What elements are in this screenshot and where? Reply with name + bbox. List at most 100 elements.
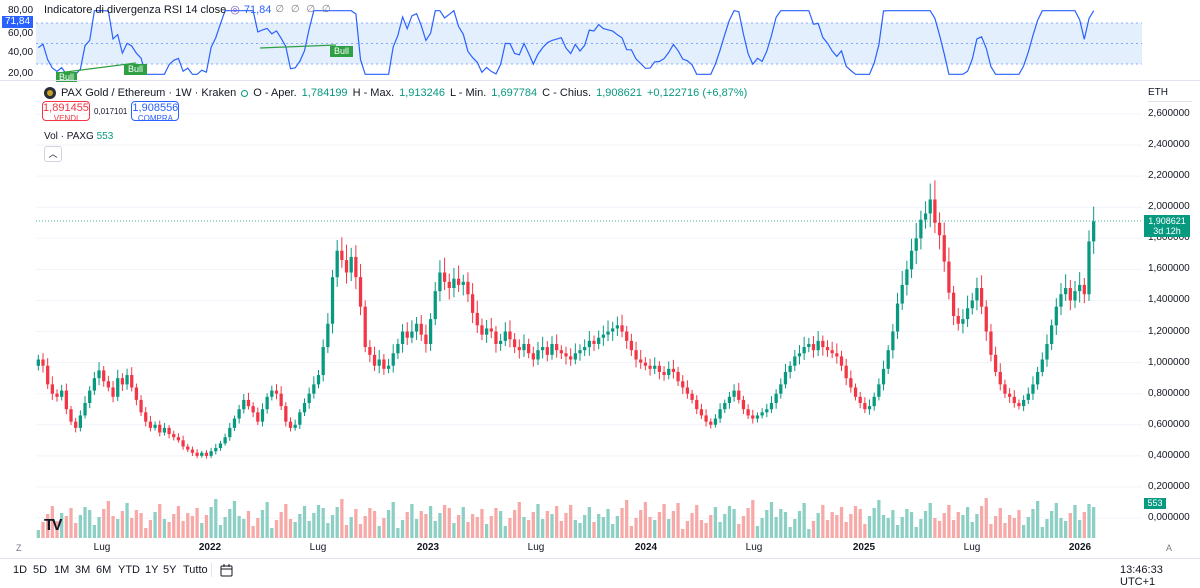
sell-button[interactable]: 1,891455 VENDI (42, 101, 90, 123)
volume-bar (713, 507, 718, 538)
candle-body (555, 343, 559, 351)
timeframe-all[interactable]: Tutto (183, 564, 208, 576)
volume-bar (615, 516, 619, 538)
time-label: 2025 (852, 542, 876, 553)
timeframe-5d[interactable]: 5D (33, 564, 48, 576)
currency-selector[interactable]: ETH (1148, 87, 1192, 102)
candle-body (223, 437, 227, 444)
volume-bar (1021, 525, 1026, 538)
volume-bar (50, 506, 54, 538)
timeframe-5y[interactable]: 5Y (163, 564, 177, 576)
volume-bar (741, 516, 746, 538)
volume-bar (186, 513, 190, 538)
candle-body (134, 387, 139, 400)
pane-separator[interactable] (0, 80, 1200, 81)
candle-body (942, 235, 946, 262)
price-axis-label: 1,600000 (1148, 263, 1190, 275)
candle-body (162, 427, 167, 433)
volume-bar (1092, 507, 1096, 538)
volume-bar (592, 522, 596, 538)
timeframe-1m[interactable]: 1M (54, 564, 70, 576)
candle-body (391, 353, 395, 366)
timeframe-6m[interactable]: 6M (96, 564, 112, 576)
buy-button[interactable]: 1,908556 COMPRA (131, 101, 180, 123)
zoom-button[interactable]: Z (16, 543, 22, 553)
price-axis-label: 0,000000 (1148, 512, 1190, 523)
volume-bar (279, 512, 283, 538)
candle-body (769, 403, 774, 410)
candle-body (181, 440, 185, 447)
candle-body (176, 437, 181, 441)
timeframe-1d[interactable]: 1D (13, 564, 28, 576)
volume-bar (536, 504, 540, 538)
volume-bar (148, 520, 153, 538)
candle-body (718, 409, 722, 419)
volume-bar (433, 521, 437, 538)
candle-body (470, 294, 475, 313)
volume-bar (849, 514, 853, 538)
candle-body (452, 278, 456, 289)
volume-bar (914, 527, 918, 538)
main-chart-pane[interactable]: PAX Gold / Ethereum · 1W · Kraken O - Ap… (0, 81, 1200, 541)
timeframe-1y[interactable]: 1Y (145, 564, 159, 576)
volume-bar (886, 518, 890, 538)
volume-bar (190, 516, 195, 538)
volume-bar (620, 508, 624, 538)
volume-bar (867, 516, 872, 538)
volume-bar (344, 525, 349, 538)
volume-bar (522, 517, 526, 538)
volume-legend[interactable]: Vol · PAXG 553 (44, 131, 113, 142)
date-range-icon[interactable] (220, 564, 234, 577)
time-label: 2024 (634, 542, 658, 553)
volume-bar (709, 515, 713, 538)
time-axis[interactable]: Z Lug 2022 Lug 2023 Lug 2024 Lug 2025 Lu… (0, 540, 1200, 558)
candle-body (153, 424, 157, 428)
toolbar-divider (211, 563, 212, 577)
volume-bar (503, 526, 507, 538)
low-value: 1,697784 (491, 87, 538, 99)
candle-body (615, 325, 619, 329)
candle-body (340, 250, 344, 261)
candle-body (816, 340, 820, 351)
rsi-axis-80: 80,00 (8, 5, 34, 16)
chevron-up-icon[interactable]: ︿ (44, 146, 62, 162)
volume-bar (312, 513, 316, 538)
volume-bar (218, 525, 223, 538)
volume-bar (769, 502, 774, 538)
rsi-empty-values: ∅ ∅ ∅ ∅ (275, 4, 333, 15)
volume-bar (60, 513, 64, 538)
volume-bar (466, 522, 470, 538)
tradingview-logo[interactable]: TV (44, 517, 63, 534)
volume-bar (937, 521, 942, 538)
auto-scale-button[interactable]: A (1166, 543, 1173, 553)
volume-bar (583, 515, 587, 538)
bull-label: Bull (330, 46, 354, 57)
open-value: 1,784199 (301, 87, 348, 99)
volume-bar (265, 502, 269, 538)
volume-bar (428, 506, 433, 538)
candle-body (545, 347, 549, 355)
symbol-title[interactable]: PAX Gold / Ethereum · 1W · Kraken (61, 87, 237, 99)
candle-body (886, 350, 890, 369)
candle-body (139, 399, 143, 413)
candle-body (204, 452, 209, 456)
volume-bar (811, 521, 816, 538)
candle-body (190, 449, 195, 453)
timeframe-ytd[interactable]: YTD (118, 564, 140, 576)
symbol-legend[interactable]: PAX Gold / Ethereum · 1W · Kraken O - Ap… (44, 87, 747, 99)
volume-bar (989, 524, 993, 538)
high-value: 1,913246 (399, 87, 446, 99)
candle-body (895, 303, 900, 332)
time-label: Lug (963, 542, 981, 553)
volume-bar (774, 517, 778, 538)
candle-body (428, 319, 433, 344)
clock[interactable]: 13:46:33 UTC+1 (1120, 564, 1163, 588)
volume-bar (718, 522, 722, 538)
timeframe-3m[interactable]: 3M (75, 564, 91, 576)
volume-bar (905, 509, 909, 538)
candle-body (681, 381, 685, 388)
volume-bar (484, 524, 489, 538)
time-label: Lug (309, 542, 327, 553)
time-label: 2023 (416, 542, 440, 553)
rsi-legend[interactable]: Indicatore di divergenza RSI 14 close ◎ … (44, 3, 333, 17)
